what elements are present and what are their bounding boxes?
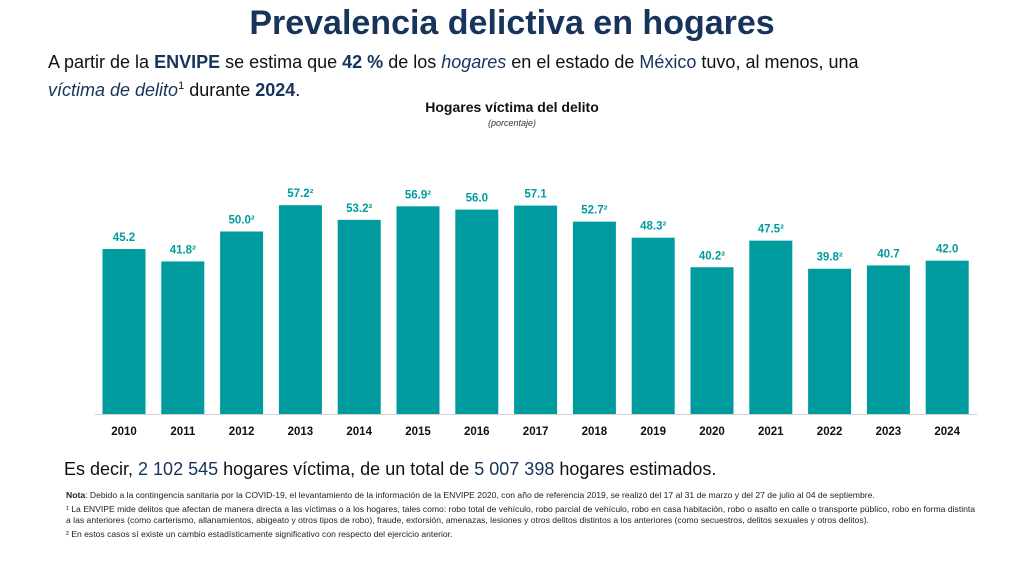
x-tick-label: 2024 [934, 426, 960, 438]
victims-count: 2 102 545 [138, 459, 219, 479]
bar-2020 [690, 267, 734, 414]
footnote-1: ¹ La ENVIPE mide delitos que afectan de … [66, 503, 976, 526]
data-label: 42.0 [936, 244, 958, 256]
footnote-2: ² En estos casos sí existe un cambio est… [66, 528, 453, 539]
bar-2021 [749, 240, 793, 414]
total-count: 5 007 398 [474, 459, 555, 479]
data-label: 52.7² [581, 205, 607, 217]
data-label: 53.2² [346, 203, 372, 215]
chart-subtitle: (porcentaje) [487, 118, 537, 128]
data-label: 50.0² [228, 215, 254, 227]
x-tick-label: 2010 [111, 426, 137, 438]
data-label: 56.0 [466, 193, 488, 205]
state: México [639, 52, 697, 72]
data-label: 57.2² [287, 188, 313, 200]
x-tick-label: 2022 [817, 426, 843, 438]
bar-2022 [808, 268, 852, 414]
note-label: Nota [66, 490, 86, 500]
bar-2017 [514, 205, 558, 414]
x-tick-label: 2012 [229, 426, 255, 438]
bar-2014 [337, 219, 381, 414]
bar-2015 [396, 206, 440, 414]
percent: 42 % [342, 52, 384, 72]
x-tick-label: 2023 [876, 426, 902, 438]
victima: víctima de delito [48, 80, 179, 100]
chart-title: Hogares víctima del delito [425, 99, 599, 115]
x-tick-label: 2015 [405, 426, 431, 438]
envipe: ENVIPE [154, 52, 221, 72]
summary: Es decir, 2 102 545 hogares víctima, de … [64, 459, 716, 480]
year: 2024 [255, 80, 296, 100]
x-tick-label: 2017 [523, 426, 549, 438]
text: tuvo, al menos, una [696, 52, 859, 72]
page-title: Prevalencia delictiva en hogares [249, 4, 775, 42]
x-tick-label: 2011 [170, 426, 196, 438]
bar-2010 [102, 249, 146, 414]
footnotes: Nota: Debido a la contingencia sanitaria… [66, 490, 976, 542]
x-tick-label: 2016 [464, 426, 490, 438]
text: de los [383, 52, 442, 72]
data-label: 45.2 [113, 232, 135, 244]
bar-2016 [455, 209, 499, 414]
bar-chart: 45.2 2010 41.8² 2011 50.0² 2012 57.2² 2013 53.2²… [95, 188, 977, 438]
bar-2011 [161, 261, 205, 414]
bar-2023 [866, 265, 910, 414]
text: hogares estimados. [554, 459, 717, 479]
data-label: 56.9² [405, 189, 431, 201]
text: en el estado de [506, 52, 640, 72]
x-tick-label: 2018 [582, 426, 608, 438]
text: durante [184, 80, 256, 100]
text: hogares víctima, de un total de [218, 459, 475, 479]
data-label: 40.7 [877, 248, 899, 260]
lead-paragraph: A partir de la ENVIPE se estima que 42 %… [48, 50, 976, 102]
bar-2018 [572, 221, 616, 414]
data-label: 40.2² [699, 250, 725, 262]
x-tick-label: 2020 [699, 426, 725, 438]
footnote-ref: 1 [178, 80, 185, 92]
data-label: 57.1 [524, 189, 547, 201]
data-label: 48.3² [640, 221, 666, 233]
x-tick-label: 2021 [758, 426, 784, 438]
text: Es decir, [64, 459, 139, 479]
x-tick-label: 2013 [288, 426, 314, 438]
data-label: 47.5² [758, 224, 784, 236]
text: se estima que [220, 52, 343, 72]
text: A partir de la [48, 52, 155, 72]
note: Nota: Debido a la contingencia sanitaria… [66, 490, 976, 502]
note-text: : Debido a la contingencia sanitaria por… [85, 490, 875, 500]
bar-2024 [925, 260, 969, 414]
data-label: 41.8² [170, 244, 196, 256]
text: . [295, 80, 301, 100]
bar-2012 [220, 231, 264, 414]
data-label: 39.8² [816, 252, 842, 264]
x-tick-label: 2019 [640, 426, 666, 438]
x-tick-label: 2014 [346, 426, 372, 438]
hogares: hogares [441, 52, 507, 72]
bar-2013 [278, 205, 322, 414]
bar-2019 [631, 237, 675, 414]
